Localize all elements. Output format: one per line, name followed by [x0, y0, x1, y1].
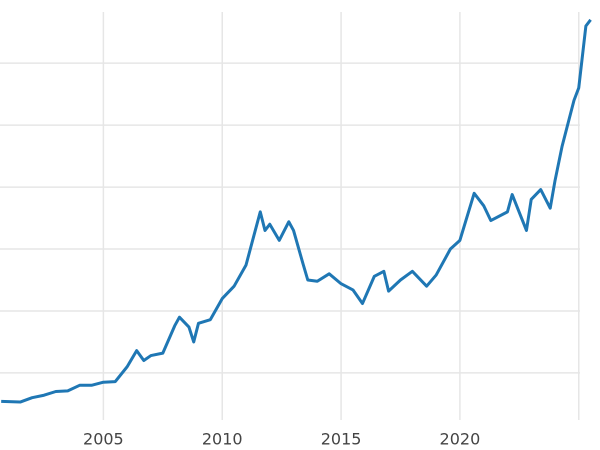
x-tick-label: 2005 — [83, 430, 124, 449]
x-tick-label: 2020 — [440, 430, 481, 449]
x-tick-label: 2015 — [321, 430, 362, 449]
line-series — [1, 18, 592, 404]
x-tick-label: 2010 — [202, 430, 243, 449]
